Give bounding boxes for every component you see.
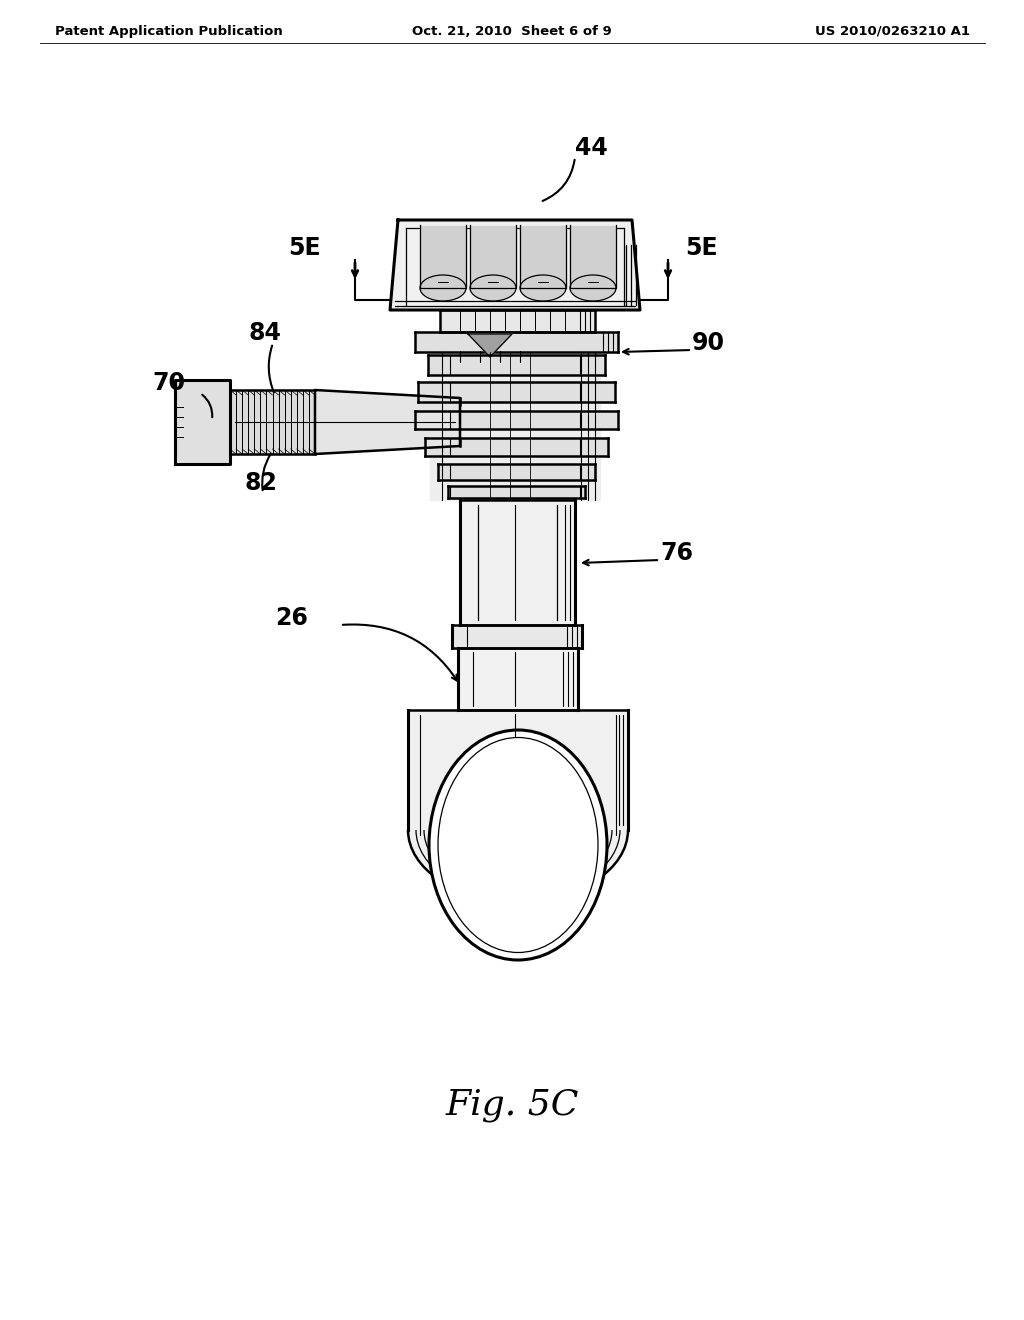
Text: US 2010/0263210 A1: US 2010/0263210 A1 <box>815 25 970 38</box>
Polygon shape <box>430 352 600 500</box>
Text: 90: 90 <box>692 331 725 355</box>
Polygon shape <box>468 334 512 356</box>
Polygon shape <box>428 355 605 375</box>
Polygon shape <box>458 648 578 710</box>
Text: 84: 84 <box>248 321 281 345</box>
Polygon shape <box>315 389 460 454</box>
Text: 44: 44 <box>575 136 608 160</box>
Polygon shape <box>425 438 608 455</box>
Ellipse shape <box>438 738 598 953</box>
Polygon shape <box>175 380 230 465</box>
Polygon shape <box>390 220 640 310</box>
Text: Patent Application Publication: Patent Application Publication <box>55 25 283 38</box>
Ellipse shape <box>470 275 516 301</box>
Polygon shape <box>570 226 616 288</box>
Polygon shape <box>230 389 315 454</box>
Ellipse shape <box>570 275 616 301</box>
Ellipse shape <box>520 275 566 301</box>
Text: 76: 76 <box>660 541 693 565</box>
Polygon shape <box>415 411 618 429</box>
Polygon shape <box>449 486 585 498</box>
Polygon shape <box>470 226 516 288</box>
Polygon shape <box>440 310 595 333</box>
Polygon shape <box>420 226 466 288</box>
Polygon shape <box>452 624 582 648</box>
Polygon shape <box>408 710 628 830</box>
Ellipse shape <box>408 764 628 896</box>
Text: Oct. 21, 2010  Sheet 6 of 9: Oct. 21, 2010 Sheet 6 of 9 <box>412 25 612 38</box>
Polygon shape <box>418 381 615 403</box>
Text: 5E: 5E <box>288 236 321 260</box>
Text: 82: 82 <box>245 471 278 495</box>
Text: 26: 26 <box>275 606 308 630</box>
Polygon shape <box>438 465 595 480</box>
Ellipse shape <box>429 730 607 960</box>
Text: 5E: 5E <box>685 236 718 260</box>
Ellipse shape <box>420 275 466 301</box>
Polygon shape <box>460 500 575 624</box>
Text: 70: 70 <box>152 371 185 395</box>
Polygon shape <box>415 333 618 352</box>
Text: Fig. 5C: Fig. 5C <box>445 1088 579 1122</box>
Polygon shape <box>520 226 566 288</box>
